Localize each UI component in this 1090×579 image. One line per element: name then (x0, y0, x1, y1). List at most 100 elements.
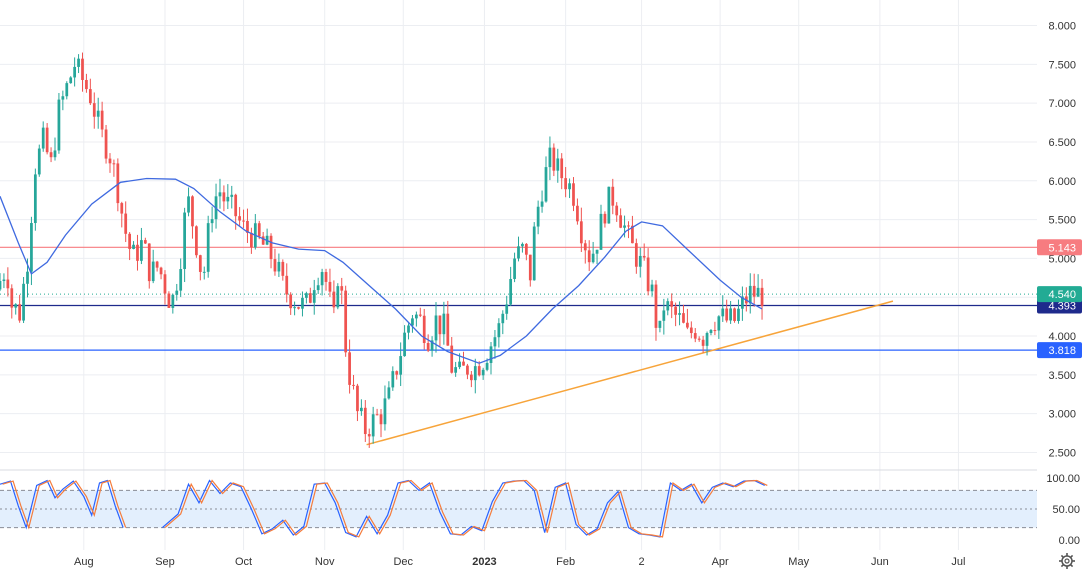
candle-body (167, 293, 171, 308)
time-tick-label: 2 (639, 556, 645, 568)
candle (195, 225, 198, 258)
price-tick-label: 2.500 (1048, 447, 1076, 459)
candle (383, 385, 387, 431)
candle (407, 323, 410, 340)
candle-body (697, 338, 701, 340)
last-price-badge-text: 4.540 (1048, 289, 1076, 301)
oscillator-tick-label: 100.00 (1046, 473, 1080, 485)
moving-average-line[interactable] (0, 177, 763, 364)
candle (77, 54, 80, 74)
candle-body (69, 77, 73, 84)
candle-body (501, 313, 505, 324)
candle (674, 302, 677, 327)
gear-icon[interactable] (1059, 553, 1075, 569)
candle (701, 335, 705, 353)
candle (33, 168, 37, 231)
price-tick-label: 8.000 (1048, 21, 1076, 33)
candle (713, 321, 717, 336)
candle-body (623, 225, 626, 228)
candle (524, 242, 528, 261)
candle-body (395, 371, 399, 375)
candle (532, 222, 536, 281)
candle (49, 147, 53, 163)
level-badge-4-393-text: 4.393 (1048, 301, 1076, 313)
level-badge-5-143-bg (1037, 239, 1082, 256)
candle-body (458, 361, 461, 368)
candle (108, 153, 112, 173)
candle-body (631, 225, 634, 244)
candle-body (603, 213, 607, 224)
candle-body (159, 267, 163, 275)
level-badge-3-818: 3.818 (1037, 342, 1082, 359)
candle-body (37, 148, 41, 175)
candle (741, 286, 744, 321)
candle-body (481, 369, 485, 376)
candle-body (206, 223, 210, 272)
candle (328, 268, 332, 297)
candle-body (191, 196, 194, 227)
candle (568, 178, 571, 199)
candle (760, 278, 764, 320)
candle-body (328, 281, 332, 292)
candle-body (642, 255, 646, 258)
candle (312, 279, 316, 315)
candle-body (568, 183, 571, 190)
candle (360, 399, 363, 416)
candle-body (521, 243, 524, 247)
candle-body (713, 330, 717, 332)
candle-body (528, 254, 532, 281)
candle (104, 124, 108, 164)
candle-body (147, 243, 151, 282)
candle (340, 277, 344, 305)
candle (670, 293, 674, 319)
time-tick-label: Oct (235, 556, 252, 568)
candle-body (269, 235, 273, 260)
candle-body (446, 313, 450, 346)
candle (112, 159, 116, 177)
candle-body (175, 290, 179, 295)
candle-body (721, 308, 725, 317)
candle-body (2, 279, 6, 282)
candle-body (128, 233, 131, 249)
candle (175, 283, 179, 301)
candle (733, 307, 736, 323)
candle-body (281, 261, 285, 276)
candle-body (277, 261, 281, 272)
oscillator-tick-label: 0.00 (1059, 535, 1080, 547)
candle-body (442, 313, 446, 335)
candle-body (678, 313, 681, 315)
candle (450, 337, 454, 374)
candle (332, 280, 336, 314)
candle-body (505, 304, 509, 314)
candle-body (430, 340, 434, 351)
candle (183, 207, 186, 283)
candle-body (438, 315, 442, 335)
candle-body (230, 194, 234, 197)
candle (226, 184, 230, 209)
candle (69, 76, 73, 84)
candle (654, 280, 658, 341)
level-badge-5-143: 5.143 (1037, 239, 1082, 256)
candle-body (572, 183, 575, 206)
price-tick-label: 5.000 (1048, 253, 1076, 265)
candle-body (403, 332, 406, 357)
candle-body (163, 274, 167, 294)
candle (285, 263, 289, 303)
candle-body (332, 291, 336, 308)
stochastic-d-line-2 (164, 479, 768, 538)
candle (395, 370, 399, 380)
candle (634, 238, 638, 274)
candle (540, 190, 544, 213)
candle (238, 207, 241, 227)
candle (30, 216, 33, 286)
candle (375, 408, 379, 416)
ascending-trendline[interactable] (366, 300, 894, 446)
candle-body (18, 304, 22, 321)
candle (560, 153, 564, 190)
time-tick-label: Sep (155, 556, 175, 568)
candle (462, 351, 465, 366)
candle-body (348, 352, 351, 385)
candle (301, 291, 304, 317)
candle (572, 177, 575, 212)
